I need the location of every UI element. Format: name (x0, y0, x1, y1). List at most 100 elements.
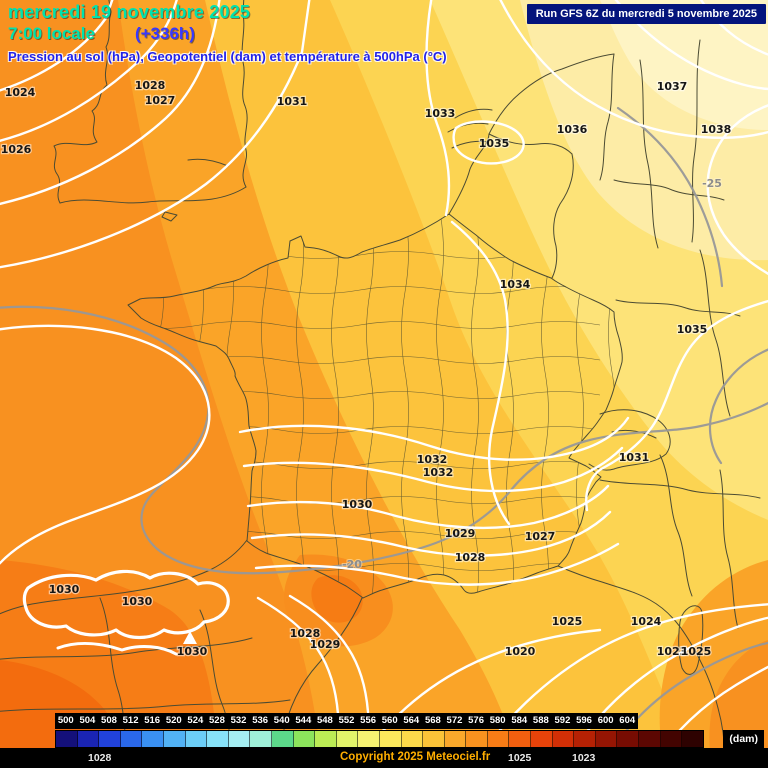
scale-color-swatch (466, 731, 488, 747)
scale-color-swatch (207, 731, 229, 747)
pressure-label: 1024 (5, 86, 36, 99)
temperature-label: -20 (342, 558, 362, 571)
scale-value: 508 (98, 713, 120, 729)
scale-bar-row: (dam) (55, 730, 768, 748)
scale-value: 580 (486, 713, 509, 729)
forecast-header: mercredi 19 novembre 2025 7:00 locale (+3… (8, 2, 447, 64)
pressure-label: 1027 (525, 530, 556, 543)
scale-color-swatch (315, 731, 337, 747)
pressure-label: 1036 (557, 123, 588, 136)
pressure-label: 1028 (290, 627, 321, 640)
scale-color-swatch (120, 731, 143, 747)
scale-unit-label: (dam) (723, 730, 764, 748)
pressure-label: 1029 (445, 527, 476, 540)
scale-color-swatch (639, 731, 661, 747)
pressure-label: 1029 (310, 638, 341, 651)
benelux-coast (448, 53, 615, 215)
scale-value: 524 (184, 713, 207, 729)
scale-color-swatch (163, 731, 186, 747)
pressure-label: 1025 (681, 645, 712, 658)
scale-value: 544 (292, 713, 315, 729)
scale-value: 596 (573, 713, 595, 729)
scale-color-swatch (358, 731, 380, 747)
pressure-label: 1028 (455, 551, 486, 564)
footer-pressure-label: 1025 (508, 752, 532, 764)
scale-color-swatch (271, 731, 294, 747)
scale-value: 532 (227, 713, 250, 729)
pressure-label: 1038 (701, 123, 732, 136)
scale-value: 516 (141, 713, 163, 729)
pressure-label: 1032 (417, 453, 448, 466)
switzerland-border (588, 409, 671, 471)
scale-value: 568 (422, 713, 444, 729)
pressure-label: 1030 (122, 595, 153, 608)
spain-north-coast (0, 539, 248, 615)
scale-color-swatch (293, 731, 316, 747)
pressure-label: 1024 (631, 615, 662, 628)
scale-value: 528 (206, 713, 228, 729)
pressure-label: 1026 (1, 143, 32, 156)
scale-color-swatch (444, 731, 467, 747)
corsica (678, 605, 704, 675)
pressure-label: 1027 (145, 94, 176, 107)
scale-color-swatch (228, 731, 251, 747)
scale-value: 588 (530, 713, 552, 729)
scale-color-bar (55, 730, 704, 748)
scale-value: 504 (76, 713, 99, 729)
scale-value: 604 (616, 713, 639, 729)
scale-value: 536 (249, 713, 271, 729)
be-nl-border (488, 133, 573, 155)
scale-value: 500 (55, 713, 77, 729)
pressure-label: 1020 (505, 645, 536, 658)
scale-values-row: 500 504 508 512 516 520 524 528 532 536 540 544 548 5… (55, 713, 768, 729)
scale-color-swatch (509, 731, 532, 747)
scale-value: 576 (465, 713, 487, 729)
nl-de-border (599, 53, 615, 181)
pressure-label: 1033 (425, 107, 456, 120)
forecast-time-line: 7:00 locale (+336h) (8, 24, 447, 44)
pressure-label: 1031 (619, 451, 650, 464)
england-south-coast (59, 186, 247, 204)
copyright-text: Copyright 2025 Meteociel.fr (340, 751, 491, 763)
pressure-label: 1030 (49, 583, 80, 596)
scale-value: 512 (119, 713, 142, 729)
italy-coast (557, 565, 726, 768)
scale-value: 592 (551, 713, 574, 729)
forecast-time: 7:00 locale (8, 24, 95, 43)
scale-value: 572 (443, 713, 466, 729)
scale-value: 548 (314, 713, 336, 729)
forecast-offset: (+336h) (134, 24, 195, 43)
france-outline (127, 213, 623, 599)
scale-color-swatch (77, 731, 100, 747)
scale-color-swatch (552, 731, 575, 747)
scale-value: 552 (335, 713, 358, 729)
map-labels-layer: 1024 1026 1028 1027 1031 1033 1035 1036 1037 1038… (0, 78, 733, 660)
scale-value: 564 (400, 713, 423, 729)
scale-value: 560 (378, 713, 401, 729)
scale-color-swatch (336, 731, 359, 747)
thames-estuary (187, 158, 229, 167)
scale-color-swatch (617, 731, 640, 747)
forecast-date: mercredi 19 novembre 2025 (8, 2, 251, 22)
footer-pressure-label: 1028 (88, 752, 112, 764)
isle-of-wight (161, 211, 178, 222)
pressure-label: 1030 (177, 645, 208, 658)
scale-color-swatch (142, 731, 164, 747)
pressure-label: 1025 (552, 615, 583, 628)
scale-color-swatch (379, 731, 402, 747)
scale-color-swatch (423, 731, 445, 747)
scale-color-swatch (660, 731, 683, 747)
scale-value: 556 (357, 713, 379, 729)
temperature-label: -25 (702, 177, 722, 190)
scale-color-swatch (531, 731, 553, 747)
pressure-label: 1035 (479, 137, 510, 150)
england-west-coast (53, 0, 112, 204)
scale-color-swatch (401, 731, 424, 747)
geopotential-scale: 500 504 508 512 516 520 524 528 532 536 540 544 548 5… (0, 713, 768, 748)
scale-color-swatch (682, 731, 703, 747)
pressure-label: 1030 (342, 498, 373, 511)
pressure-label: 1034 (500, 278, 531, 291)
scale-value: 584 (508, 713, 531, 729)
scale-color-swatch (185, 731, 208, 747)
